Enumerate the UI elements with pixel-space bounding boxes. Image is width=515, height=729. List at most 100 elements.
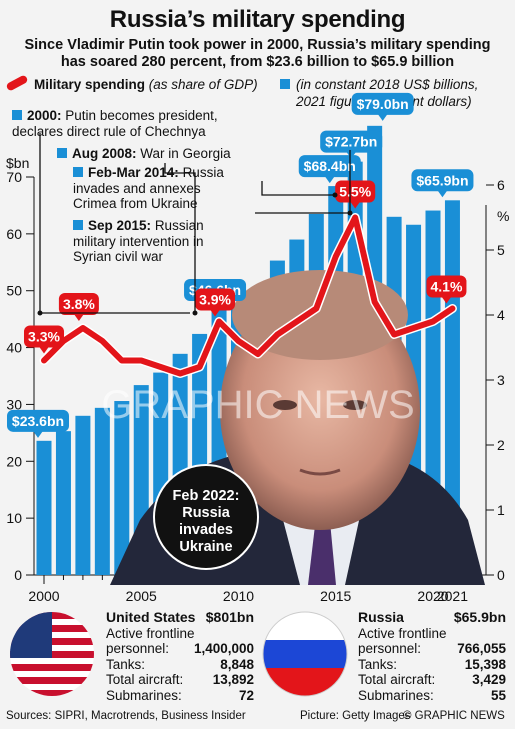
line-value-label-pointer	[73, 314, 84, 321]
bar-value-label-box	[7, 409, 69, 432]
footer-credit: © GRAPHIC NEWS	[403, 710, 505, 722]
y-axis-label: $bn	[6, 155, 29, 171]
stat-value: 72	[238, 687, 254, 703]
line-value-label: 3.9%	[195, 288, 236, 317]
x-tick-label: 2015	[320, 588, 351, 604]
line-series	[39, 213, 457, 378]
bar	[75, 415, 91, 575]
ru-country: Russia	[358, 609, 404, 625]
event-text: Crimea from Ukraine	[73, 196, 198, 211]
event-dots	[37, 192, 353, 316]
stat-label: Submarines:	[358, 687, 434, 703]
bar-legend: (in constant 2018 US$ billions,	[280, 77, 478, 93]
event-text: Putin becomes president,	[65, 108, 218, 123]
line-value-label-pointer	[441, 296, 452, 304]
bar	[55, 431, 71, 575]
bar-value-label: $23.6bn	[7, 409, 69, 438]
stat-label: Submarines:	[106, 687, 182, 703]
y-tick-label: 40	[6, 340, 22, 356]
invasion-line-3: invades	[179, 522, 233, 538]
line-value-label-box	[24, 325, 64, 348]
bar-value-label-pointer	[377, 113, 388, 121]
event-marker-icon	[57, 148, 67, 158]
bar-value-label-text: $68.4bn	[304, 158, 356, 174]
event-2015: Sep 2015: Russian military intervention …	[73, 218, 204, 265]
x-tick-label: 2020	[417, 588, 448, 604]
event-marker-icon	[12, 110, 22, 120]
line-value-label-text: 3.9%	[199, 292, 231, 308]
bar-value-label-box	[298, 155, 361, 178]
watermark: GRAPHIC NEWS	[101, 383, 414, 427]
line-value-label-text: 3.3%	[28, 329, 60, 345]
stat-label: Tanks:	[106, 656, 146, 672]
stat-value: 13,892	[212, 672, 254, 687]
us-spend: $801bn	[205, 609, 254, 625]
page-title: Russia’s military spending	[109, 6, 406, 33]
x-tick-label: 2010	[223, 588, 254, 604]
y2-tick-label: 5	[497, 242, 505, 258]
y2-tick-label: 1	[497, 502, 505, 518]
bar-legend-swatch	[280, 79, 290, 89]
bar	[36, 440, 52, 575]
event-date: Aug 2008:	[72, 146, 137, 161]
us-stats: United States $801bn Active frontline per…	[106, 609, 254, 703]
bar-value-label-pointer	[346, 151, 357, 159]
bar-value-label-text: $23.6bn	[12, 413, 64, 429]
bar-value-label: $65.9bn	[411, 169, 474, 198]
event-2008: Aug 2008: War in Georgia	[57, 146, 231, 162]
bar-legend-note-1: (in constant 2018 US$ billions,	[296, 77, 479, 92]
line-value-label: 5.5%	[335, 180, 376, 209]
stat-label: Total aircraft:	[106, 672, 184, 687]
line-value-label-box	[335, 180, 376, 203]
line-value-label-box	[426, 275, 467, 298]
stat-label: Active frontline	[358, 625, 447, 641]
stat-value: 766,055	[457, 641, 506, 656]
bar-value-label: $72.7bn	[320, 130, 383, 159]
flags	[10, 611, 348, 697]
line-legend: Military spending (as share of GDP)	[34, 77, 258, 93]
invasion-line-4: Ukraine	[179, 539, 232, 555]
y2-tick-label: 2	[497, 437, 505, 453]
invasion-line-1: Feb 2022:	[173, 488, 240, 504]
x-tick-label: 2021	[437, 588, 468, 604]
event-text: Syrian civil war	[73, 249, 164, 264]
y2-tick-label: 6	[497, 177, 505, 193]
invasion-callout: Feb 2022: Russia invades Ukraine	[153, 464, 259, 570]
us-flag-icon	[10, 612, 94, 696]
line-value-label-text: 5.5%	[339, 184, 371, 200]
stat-label: Active frontline	[106, 625, 195, 641]
invasion-line-2: Russia	[182, 505, 230, 521]
bar-value-label-text: $72.7bn	[325, 134, 377, 150]
bar-value-label-pointer	[324, 176, 335, 184]
line-legend-note: (as share of GDP)	[148, 77, 258, 92]
line-value-label: 3.3%	[24, 325, 64, 354]
line-value-label-box	[58, 293, 99, 315]
ru-spend: $65.9bn	[453, 609, 506, 625]
footer-sources: Sources: SIPRI, Macrotrends, Business In…	[6, 710, 246, 722]
line-value-label-pointer	[350, 201, 361, 209]
chart-data-labels: $23.6bn$46.6bn$68.4bn$72.7bn$79.0bn$65.9…	[7, 92, 474, 438]
x-tick-label: 2005	[126, 588, 157, 604]
stat-label: Tanks:	[358, 656, 398, 672]
line-legend-label: Military spending	[34, 77, 146, 92]
us-country: United States	[106, 609, 196, 625]
y-tick-label: 50	[6, 283, 22, 299]
bar-value-label-box	[351, 92, 414, 115]
gdp-share-line	[41, 214, 456, 377]
footer-picture: Picture: Getty Images	[300, 710, 411, 722]
bar-value-label-pointer	[33, 430, 43, 438]
y2-axis-label: %	[497, 208, 509, 224]
event-text: military intervention in	[73, 233, 204, 249]
bar-value-label-pointer	[437, 190, 448, 198]
line-value-label-box	[195, 288, 236, 311]
stat-value: 1,400,000	[193, 641, 254, 656]
stat-label: Total aircraft:	[358, 672, 436, 687]
y2-tick-label: 3	[497, 372, 505, 388]
event-marker-icon	[73, 220, 83, 230]
y-tick-label: 70	[6, 169, 22, 185]
stat-value: 8,848	[220, 656, 254, 672]
line-value-label: 4.1%	[426, 275, 467, 304]
y2-tick-label: 0	[497, 567, 505, 583]
